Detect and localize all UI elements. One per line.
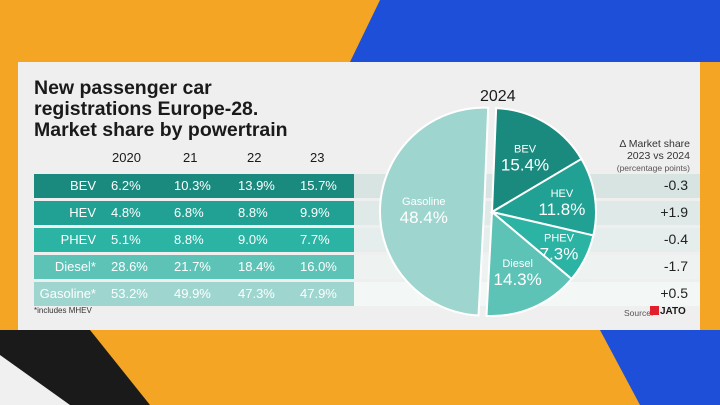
- delta-header: Δ Market share 2023 vs 2024 (percentage …: [560, 138, 690, 174]
- table-row: PHEV 5.1% 8.8% 9.0% 7.7%: [34, 228, 354, 252]
- row-label: Gasoline*: [39, 286, 96, 301]
- column-header-2020: 2020: [112, 150, 141, 165]
- jato-logo-icon: [650, 306, 659, 315]
- delta-value: -0.3: [663, 177, 688, 193]
- pie-label-phev: PHEV: [544, 232, 575, 244]
- delta-value: +0.5: [660, 285, 688, 301]
- source-label: Source:: [624, 308, 654, 318]
- table-row: Diesel* 28.6% 21.7% 18.4% 16.0%: [34, 255, 354, 279]
- table-cell: 6.8%: [174, 205, 204, 220]
- chart-title: New passenger car registrations Europe-2…: [34, 78, 394, 141]
- table-cell: 10.3%: [174, 178, 211, 193]
- table-row: BEV 6.2% 10.3% 13.9% 15.7%: [34, 174, 354, 198]
- row-label: PHEV: [60, 232, 96, 247]
- pie-slice-diesel: [485, 209, 573, 317]
- delta-value: -1.7: [663, 258, 688, 274]
- table-cell: 9.0%: [238, 232, 268, 247]
- title-line-1: New passenger car: [34, 77, 212, 99]
- source-brand: JATO: [650, 306, 686, 317]
- delta-value: +1.9: [660, 204, 688, 220]
- table-cell: 53.2%: [111, 286, 148, 301]
- table-cell: 8.8%: [238, 205, 268, 220]
- table-cell: 49.9%: [174, 286, 211, 301]
- table-cell: 7.7%: [300, 232, 330, 247]
- title-line-3: Market share by powertrain: [34, 119, 288, 141]
- table-cell: 16.0%: [300, 259, 337, 274]
- title-line-2: registrations Europe-28.: [34, 98, 259, 120]
- pie-value-diesel: 14.3%: [494, 270, 542, 289]
- delta-header-line-3: (percentage points): [616, 163, 690, 173]
- footnote: *includes MHEV: [34, 306, 92, 315]
- delta-header-line-1: Δ Market share: [619, 138, 690, 150]
- pie-value-hev: 11.8%: [538, 200, 585, 219]
- table-row: Gasoline* 53.2% 49.9% 47.3% 47.9%: [34, 282, 354, 306]
- table-cell: 5.1%: [111, 232, 141, 247]
- pie-year-label: 2024: [480, 88, 516, 105]
- table-cell: 18.4%: [238, 259, 275, 274]
- table-cell: 4.8%: [111, 205, 141, 220]
- pie-value-bev: 15.4%: [501, 156, 549, 175]
- delta-header-line-2: 2023 vs 2024: [626, 150, 690, 162]
- pie-label-gasoline: Gasoline: [402, 196, 445, 208]
- table-cell: 13.9%: [238, 178, 275, 193]
- table-cell: 15.7%: [300, 178, 337, 193]
- table-row: HEV 4.8% 6.8% 8.8% 9.9%: [34, 201, 354, 225]
- column-header-21: 21: [183, 150, 198, 165]
- table-cell: 8.8%: [174, 232, 204, 247]
- row-label: Diesel*: [54, 259, 96, 274]
- pie-label-hev: HEV: [551, 188, 574, 200]
- pie-label-bev: BEV: [514, 144, 537, 156]
- pie-slice-gasoline: [378, 106, 490, 317]
- delta-value: -0.4: [663, 231, 688, 247]
- column-header-23: 23: [310, 150, 325, 165]
- pie-slice-bev: [490, 107, 583, 214]
- pie-value-phev: 7.3%: [540, 244, 579, 263]
- table-cell: 47.3%: [238, 286, 275, 301]
- table-cell: 47.9%: [300, 286, 337, 301]
- pie-value-gasoline: 48.4%: [400, 208, 448, 227]
- column-header-22: 22: [247, 150, 262, 165]
- source-brand-text: JATO: [660, 306, 686, 317]
- pie-label-diesel: Diesel: [502, 258, 533, 270]
- table-cell: 21.7%: [174, 259, 211, 274]
- table-cell: 28.6%: [111, 259, 148, 274]
- row-label: HEV: [69, 205, 96, 220]
- row-label: BEV: [69, 178, 96, 193]
- table-cell: 9.9%: [300, 205, 330, 220]
- pie-slice-hev: [489, 157, 597, 237]
- table-cell: 6.2%: [111, 178, 141, 193]
